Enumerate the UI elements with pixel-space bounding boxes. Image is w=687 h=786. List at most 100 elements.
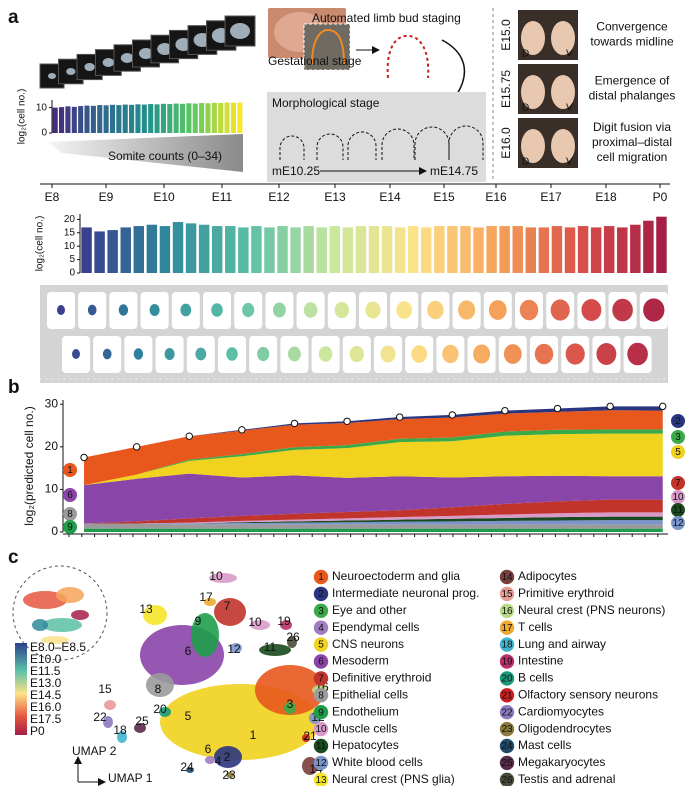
bar — [264, 227, 274, 273]
bar — [408, 226, 418, 273]
y-tick-label: 0 — [51, 524, 58, 538]
somite-caption: Somite counts (0–34) — [108, 149, 222, 163]
series-badge-label: 6 — [67, 490, 73, 501]
bar — [160, 226, 170, 273]
panel-label: b — [8, 377, 20, 398]
legend-number: 13 — [315, 775, 327, 786]
timeline-label: E11 — [212, 190, 233, 204]
y-axis-label: log₂(cell no.) — [17, 89, 28, 145]
embryo-image — [88, 305, 97, 316]
legend-number: 15 — [501, 589, 513, 600]
bar — [134, 226, 144, 273]
bar — [237, 103, 242, 133]
y-tick-label: 30 — [45, 396, 59, 410]
total-point — [186, 433, 192, 439]
embryo-image — [458, 300, 475, 319]
bar — [290, 227, 300, 273]
cluster-label: 17 — [199, 590, 213, 604]
cluster-label: 6 — [185, 644, 192, 658]
bar — [142, 105, 147, 133]
embryo-image — [195, 348, 206, 361]
embryo-image — [596, 343, 616, 365]
stage-label: E16.0 — [499, 127, 513, 159]
embryo-image — [242, 303, 254, 317]
dorsal-label: D — [522, 157, 529, 168]
legend-number: 19 — [501, 657, 513, 668]
stage-label: E15.75 — [499, 70, 513, 108]
embryo-image — [226, 347, 238, 361]
embryo-image — [180, 304, 191, 317]
legend-number: 16 — [501, 606, 513, 617]
bar — [104, 105, 109, 133]
total-point — [291, 420, 297, 426]
bar — [135, 104, 140, 133]
series-badge-label: 2 — [675, 416, 681, 427]
cluster-label: 20 — [153, 702, 167, 716]
bar — [317, 227, 327, 273]
legend-label: White blood cells — [332, 755, 423, 769]
bar — [591, 227, 601, 273]
legend-number: 25 — [501, 758, 513, 769]
stage-description: towards midline — [590, 35, 674, 49]
timeline-label: E17 — [540, 190, 562, 204]
bar — [199, 103, 204, 133]
panel-label: c — [8, 547, 19, 568]
legend-label: Testis and adrenal — [518, 772, 615, 786]
bar — [578, 226, 588, 273]
dorsal-label: D — [522, 103, 529, 114]
legend-number: 10 — [315, 724, 327, 735]
series-badge-label: 1 — [67, 465, 73, 476]
embryo-image — [103, 349, 112, 360]
total-point — [81, 454, 87, 460]
bar — [205, 103, 210, 133]
legend-number: 23 — [501, 724, 513, 735]
total-point — [660, 403, 666, 409]
y-axis-label: log₂(cell no.) — [35, 216, 46, 272]
embryo-image — [442, 345, 458, 363]
bar — [129, 105, 134, 133]
embryo-image — [581, 299, 601, 321]
legend-number: 7 — [318, 674, 324, 685]
legend-number: 6 — [318, 657, 324, 668]
cluster-label: 15 — [98, 682, 112, 696]
timeline-label: E18 — [595, 190, 617, 204]
series-badge-label: 11 — [673, 505, 684, 516]
legend-label: Endothelium — [332, 704, 399, 718]
bar — [643, 221, 653, 273]
cluster-label: 10 — [248, 615, 262, 629]
colorbar-label: P0 — [30, 724, 45, 738]
embryo-image — [520, 300, 539, 321]
stacked-area — [84, 529, 663, 532]
bar — [94, 231, 104, 273]
timeline-label: E14 — [379, 190, 401, 204]
legend-label: B cells — [518, 671, 553, 685]
embryo-image — [489, 300, 507, 320]
bar — [330, 226, 340, 273]
series-badge-label: 9 — [67, 522, 73, 533]
limb-contour — [388, 36, 429, 78]
gestational-label: Gestational stage — [268, 54, 362, 68]
cluster-label: 3 — [287, 697, 294, 711]
total-point — [344, 418, 350, 424]
embryo-image — [411, 345, 427, 363]
bar — [186, 223, 196, 273]
cluster-label: 24 — [180, 760, 194, 774]
bar — [552, 226, 562, 273]
stage-description: distal phalanges — [589, 89, 676, 103]
cluster-label: 22 — [93, 710, 107, 724]
legend-label: Eye and other — [332, 603, 407, 617]
timeline-label: E15 — [433, 190, 455, 204]
cluster-label: 18 — [113, 723, 127, 737]
embryo-image — [134, 348, 143, 359]
bar — [212, 103, 217, 133]
bar — [303, 226, 313, 273]
ventral-label: V — [566, 103, 573, 114]
timeline-label: E12 — [268, 190, 290, 204]
y-axis-label: log₂(predicted cell no.) — [22, 406, 36, 525]
cluster-label: 23 — [222, 768, 236, 782]
timeline-label: P0 — [653, 190, 668, 204]
timeline-label: E10 — [153, 190, 175, 204]
total-point — [239, 427, 245, 433]
umap-inset-blob — [32, 619, 48, 631]
legend-label: T cells — [518, 620, 552, 634]
